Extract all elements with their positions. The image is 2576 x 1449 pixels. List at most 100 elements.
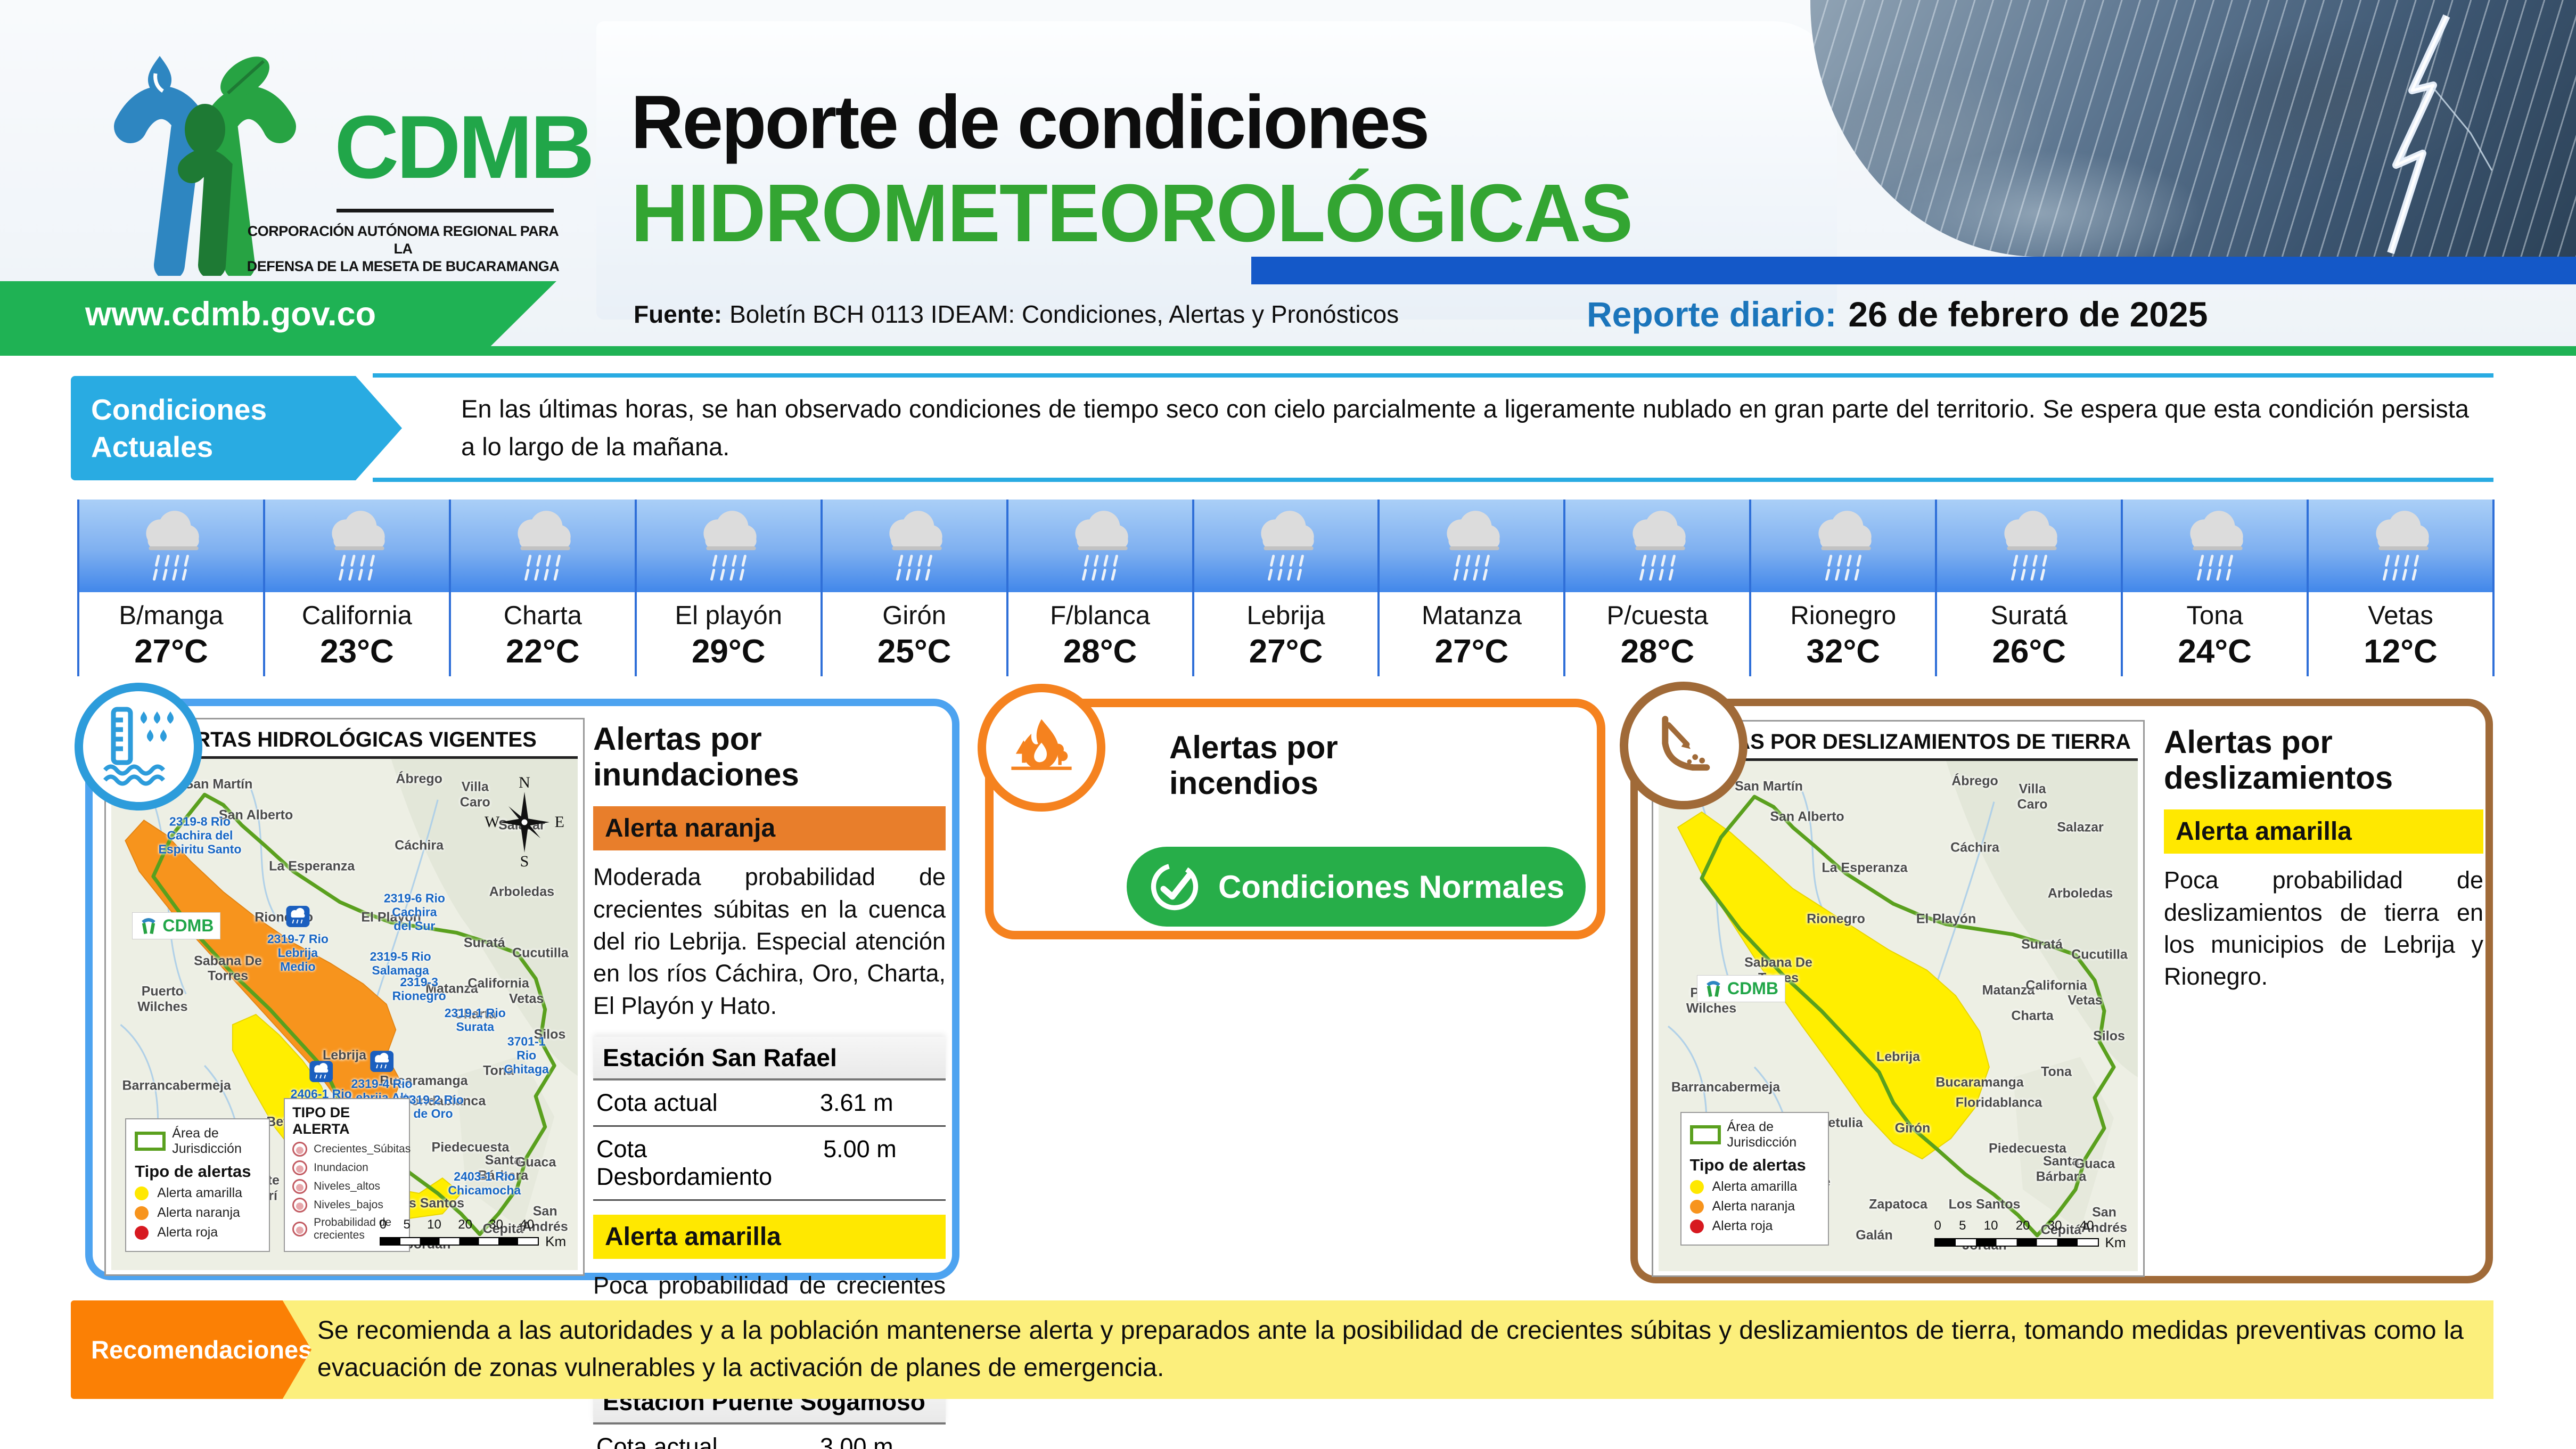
weather-cell: Suratá 26°C (1935, 500, 2121, 676)
weather-cell: P/cuesta 28°C (1563, 500, 1750, 676)
lightning-icon (2387, 14, 2493, 255)
map-town-label: Arboledas (489, 884, 555, 899)
alert-type-legend: TIPO DE ALERTA Crecientes_Súbitas Inundac… (284, 1098, 411, 1252)
logo-rule (337, 209, 554, 212)
map-town-label: Silos (534, 1027, 566, 1043)
map-town-label: Barrancabermeja (122, 1078, 231, 1094)
map-town-label: Charta (2011, 1008, 2054, 1024)
blue-band (1251, 257, 2576, 284)
scale-tick: 10 (1983, 1218, 1998, 1233)
jurisdiction-swatch (135, 1132, 166, 1151)
alert-type-title: TIPO DE ALERTA (292, 1104, 350, 1137)
map-town-label: Barrancabermeja (1671, 1079, 1781, 1095)
map-scale-bar: 0 5 10 20 30 40 Km (379, 1217, 566, 1250)
cloud-shape (2183, 21, 2503, 181)
map-cdmb-logo: CDMB (132, 912, 221, 939)
weather-city-temp: 23°C (320, 633, 394, 670)
map-town-label: Los Santos (1948, 1197, 2021, 1213)
weather-cell: California 23°C (262, 500, 449, 676)
map-town-label: El Playón (1916, 911, 1976, 927)
weather-city-temp: 29°C (691, 633, 766, 670)
map-town-label: San Andrés (522, 1204, 568, 1234)
map-town-label: Tona (2041, 1065, 2072, 1079)
map-town-label: Floridablanca (1955, 1095, 2042, 1110)
map-town-label: Villa Caro (460, 779, 490, 810)
weather-city-name: Matanza (1421, 601, 1522, 630)
flood-map-legend: Área de Jurisdicción Tipo de alertas Ale… (125, 1118, 270, 1252)
scale-tick: 30 (489, 1217, 503, 1232)
weather-cell: Tona 24°C (2121, 500, 2307, 676)
map-town-label: Cáchira (395, 838, 444, 853)
map-town-label: La Esperanza (269, 858, 355, 874)
orange-alert-text: Moderada probabilidad de crecientes súbi… (593, 863, 946, 1019)
rain-cloud-icon (1194, 500, 1378, 592)
legend-color-dot (135, 1225, 149, 1240)
fire-alert-panel: Alertas por incendios Condiciones Normal… (978, 684, 1605, 939)
rain-cloud-icon (2123, 500, 2307, 592)
scale-tick: 30 (2047, 1218, 2062, 1233)
map-town-label: Tona (483, 1063, 514, 1078)
hydrology-icon (75, 683, 202, 811)
weather-cell: Matanza 27°C (1377, 500, 1564, 676)
weather-strip: B/manga 27°C California 23°C (77, 500, 2495, 676)
scale-tick: 20 (2015, 1218, 2030, 1233)
map-station-label: 2319-7 Rio Lebrija Medio (267, 891, 329, 973)
map-town-label: La Esperanza (1822, 860, 1908, 875)
station-row: Cota Desbordamiento 5.00 m (593, 1127, 946, 1201)
map-town-label: Piedecuesta (1989, 1141, 2066, 1156)
flood-map-canvas: N S W E (111, 759, 578, 1270)
rain-cloud-icon (1937, 500, 2121, 592)
map-rain-station-icon (309, 1047, 333, 1085)
green-stripe (0, 346, 2576, 356)
alert-type-item: Probabilidad de crecientes (292, 1216, 401, 1242)
map-town-label: Cucutilla (512, 945, 569, 961)
map-town-label: Cucutilla (2071, 947, 2128, 962)
weather-cell: F/blanca 28°C (1006, 500, 1192, 676)
scale-tick: 10 (427, 1217, 441, 1232)
weather-city-name: Girón (882, 601, 947, 630)
weather-city-name: Tona (2186, 601, 2243, 630)
rain-streaks (1810, 0, 2576, 257)
map-town-label: Ábrego (396, 772, 442, 787)
map-rain-station-icon (370, 1037, 394, 1075)
scale-bar (379, 1237, 539, 1246)
legend-title: Tipo de alertas (1689, 1156, 1806, 1175)
landslide-map: ALERTAS POR DESLIZAMIENTOS DE TIERRA (1652, 720, 2145, 1277)
landslide-alert-panel: ALERTAS POR DESLIZAMIENTOS DE TIERRA (1620, 682, 2493, 1283)
alert-type-item: Inundacion (292, 1160, 401, 1176)
cdmb-tagline: CORPORACIÓN AUTÓNOMA REGIONAL PARA LA DE… (247, 223, 560, 274)
alert-type-icon (292, 1198, 308, 1213)
station-san-rafael-rows: Cota actual 3.61 m Cota Desbordamiento 5.00… (593, 1080, 946, 1201)
scale-bar (1934, 1238, 2099, 1247)
map-town-label: California (467, 976, 529, 992)
rain-cloud-icon (79, 500, 263, 592)
scale-unit: Km (2105, 1234, 2126, 1250)
map-town-label: Piedecuesta (431, 1140, 510, 1155)
legend-item: Alerta naranja (135, 1205, 260, 1221)
weather-city-temp: 28°C (1620, 633, 1695, 670)
compass-s: S (520, 852, 529, 870)
map-cdmb-acronym: CDMB (1727, 979, 1778, 998)
source-line: Fuente: Boletín BCH 0113 IDEAM: Condicio… (634, 281, 1399, 347)
yellow-alert-banner: Alerta amarilla (593, 1214, 946, 1259)
orange-alert-banner: Alerta naranja (593, 806, 946, 851)
legend-item: Alerta roja (1689, 1218, 1819, 1234)
weather-city-temp: 26°C (1992, 633, 2066, 670)
scale-tick: 0 (1934, 1218, 1941, 1233)
map-station-label: 2319-5 Rio Salamaga (370, 949, 431, 977)
weather-city-temp: 28°C (1063, 633, 1137, 670)
weather-city-name: Suratá (1990, 601, 2068, 630)
weather-cell: Lebrija 27°C (1192, 500, 1378, 676)
scale-tick: 5 (403, 1217, 411, 1232)
weather-city-temp: 12°C (2364, 633, 2438, 670)
website-link[interactable]: www.cdmb.gov.co (85, 296, 376, 333)
map-station-label: 2319-8 Rio Cachira del Espiritu Santo (158, 814, 242, 857)
map-town-label: Matanza (425, 981, 478, 996)
map-town-label: San Alberto (1770, 809, 1844, 824)
flood-map-title: ALERTAS HIDROLÓGICAS VIGENTES (111, 724, 578, 759)
scale-tick: 40 (2079, 1218, 2094, 1233)
map-station-label: 2319-2 Rio de Oro (402, 1092, 464, 1120)
legend-items: Alerta amarilla Alerta naranja Alerta roja (135, 1185, 260, 1240)
map-station-label: 2403-1 Rio Chicamocha (448, 1169, 521, 1197)
